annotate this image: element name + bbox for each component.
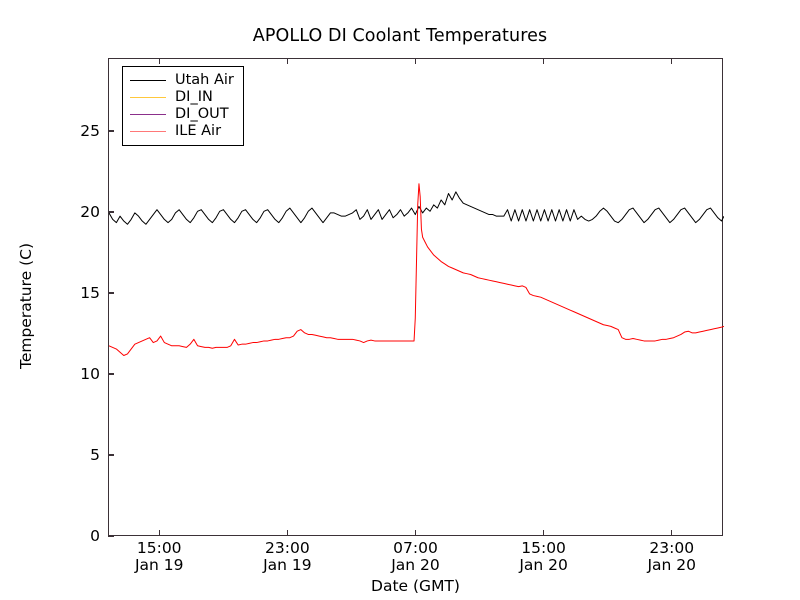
x-tick-time: 23:00 xyxy=(265,539,310,557)
legend-label: DI_OUT xyxy=(175,106,229,123)
x-tick-mark xyxy=(158,58,160,64)
y-tick-label: 15 xyxy=(80,283,100,302)
legend-item: ILE Air xyxy=(130,123,234,140)
x-tick-date: Jan 19 xyxy=(263,556,312,575)
legend-label: ILE Air xyxy=(175,123,222,140)
y-tick-label: 25 xyxy=(80,121,100,140)
legend-swatch-icon xyxy=(130,114,166,115)
x-tick-label: 07:00 Jan 20 xyxy=(356,539,476,575)
y-tick-label: 0 xyxy=(90,527,100,545)
plot-lines xyxy=(109,183,724,357)
series-line xyxy=(109,183,724,357)
y-tick-mark xyxy=(108,130,114,132)
chart-title: APOLLO DI Coolant Temperatures xyxy=(252,26,548,46)
x-tick-label: 23:00 Jan 19 xyxy=(227,539,347,575)
x-tick-date: Jan 20 xyxy=(391,556,440,575)
y-tick-mark xyxy=(108,454,114,456)
x-tick-time: 15:00 xyxy=(521,539,566,557)
y-axis-tick-labels: 0 5 10 15 20 25 xyxy=(58,0,100,600)
legend-swatch-icon xyxy=(130,97,166,98)
x-tick-mark xyxy=(414,530,417,536)
x-tick-mark xyxy=(671,58,673,64)
x-tick-date: Jan 20 xyxy=(519,556,568,575)
legend-swatch-icon xyxy=(130,131,166,132)
x-tick-time: 23:00 xyxy=(649,539,695,557)
x-tick-date: Jan 19 xyxy=(134,556,184,575)
y-tick-mark xyxy=(108,535,114,537)
x-tick-label: 15:00 Jan 20 xyxy=(484,539,604,575)
legend-item: Utah Air xyxy=(130,72,234,89)
x-axis-label: Date (GMT) xyxy=(371,577,460,595)
legend-label: DI_IN xyxy=(175,89,213,106)
x-tick-date: Jan 20 xyxy=(647,556,697,575)
x-tick-mark xyxy=(671,530,673,536)
x-tick-mark xyxy=(158,530,160,536)
x-tick-mark xyxy=(286,58,289,64)
series-line xyxy=(109,191,724,225)
y-tick-label: 10 xyxy=(80,364,100,383)
y-tick-label: 5 xyxy=(90,445,100,464)
x-tick-mark xyxy=(542,530,545,536)
x-tick-mark xyxy=(286,530,289,536)
x-tick-label: 15:00 Jan 19 xyxy=(99,539,219,575)
x-tick-label: 23:00 Jan 20 xyxy=(612,539,732,575)
legend-swatch-icon xyxy=(130,80,166,81)
x-tick-mark xyxy=(414,58,417,64)
x-tick-time: 07:00 xyxy=(393,539,438,557)
legend-label: Utah Air xyxy=(175,72,234,89)
chart-legend: Utah Air DI_IN DI_OUT ILE Air xyxy=(122,66,244,146)
x-tick-time: 15:00 xyxy=(136,539,182,557)
legend-item: DI_OUT xyxy=(130,106,234,123)
legend-item: DI_IN xyxy=(130,89,234,106)
y-tick-mark xyxy=(108,211,114,213)
y-tick-mark xyxy=(108,292,114,294)
y-tick-label: 20 xyxy=(80,202,100,221)
x-tick-mark xyxy=(542,58,545,64)
y-tick-mark xyxy=(108,373,114,375)
